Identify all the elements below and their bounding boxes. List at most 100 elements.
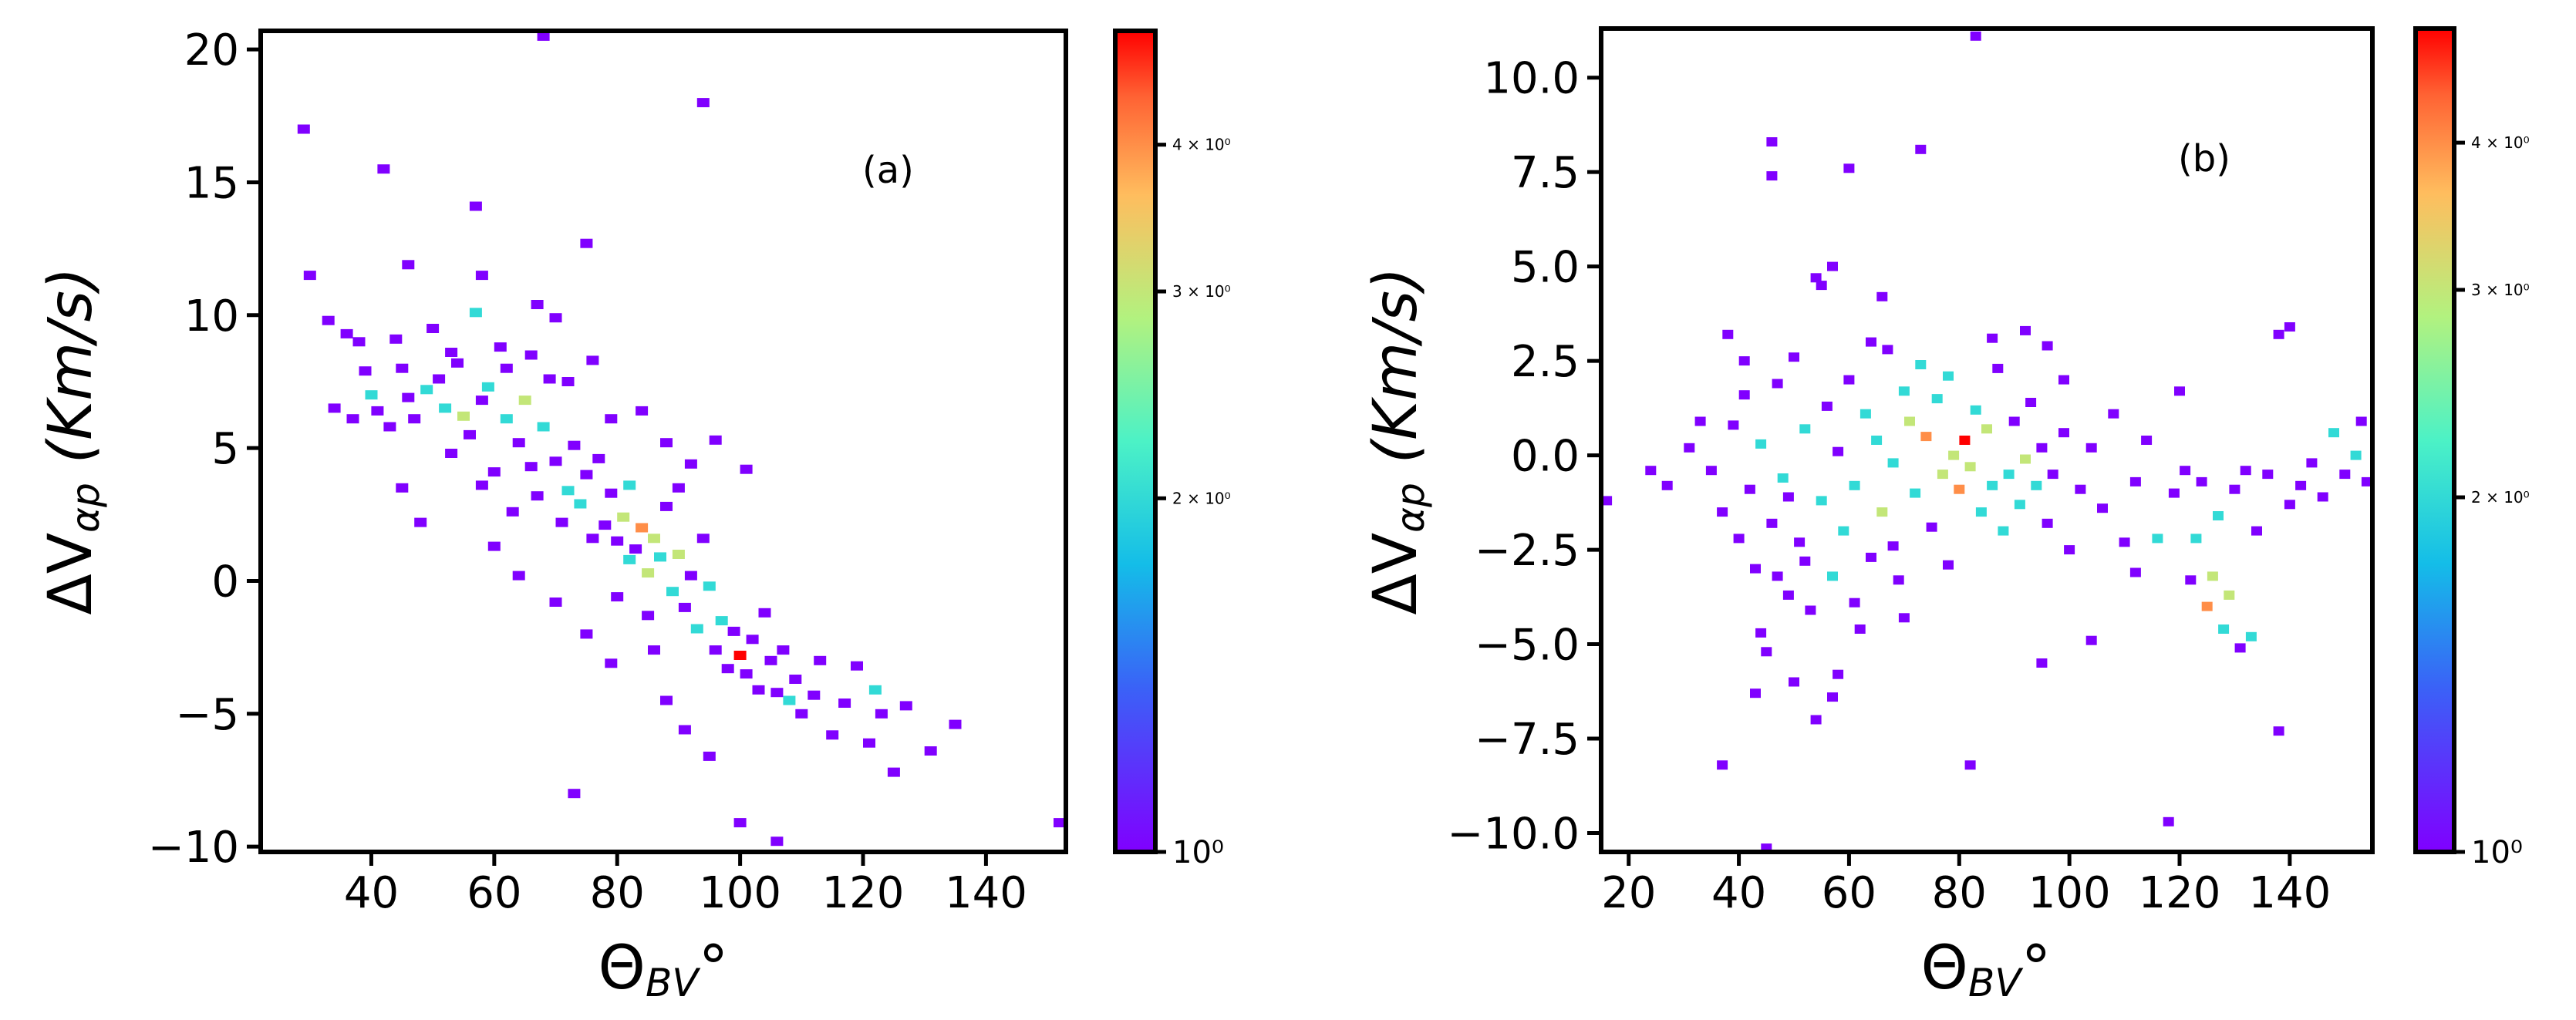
- panel-a-hist-cell: [605, 658, 618, 668]
- panel-a-hist-cell: [439, 403, 452, 413]
- panel-b-hist-cell: [1876, 507, 1888, 517]
- panel-a-hist-cell: [660, 501, 673, 511]
- panel-a-hist-cell: [377, 164, 390, 174]
- panel-a-hist-cell: [561, 486, 575, 496]
- panel-b-hist-cell: [2180, 466, 2191, 476]
- panel-b-hist-cell: [1799, 424, 1811, 434]
- panel-a-hist-cell: [703, 751, 716, 761]
- panel-b-hist-cell: [2328, 428, 2339, 438]
- panel-a-hist-cell: [586, 534, 599, 544]
- panel-a-hist-cell: [636, 406, 649, 416]
- panel-a-hist-cell: [851, 661, 863, 671]
- panel-a-hist-cell: [605, 488, 618, 498]
- panel-b-hist-cell: [2042, 341, 2053, 351]
- panel-b-hist-cell: [1782, 590, 1794, 600]
- panel-b-hist-cell: [1904, 416, 1915, 426]
- panel-a-x-tick-label: 40: [344, 868, 399, 918]
- panel-b-hist-cell: [2163, 816, 2174, 826]
- panel-a-hist-cell: [500, 414, 513, 424]
- panel-b-hist-cell: [2284, 322, 2295, 332]
- panel-a-hist-cell: [727, 626, 740, 636]
- panel-b-y-tick-label: −5.0: [1475, 621, 1580, 671]
- panel-a-hist-cell: [666, 587, 679, 597]
- panel-b-hist-cell: [1871, 436, 1883, 445]
- panel-b-y-tick-label: 10.0: [1483, 54, 1580, 104]
- panel-b-hist-cell: [2031, 480, 2042, 490]
- panel-a-hist-cell: [549, 313, 562, 323]
- panel-b-hist-cell: [1738, 390, 1750, 400]
- panel-a-hist-cell: [746, 635, 759, 645]
- panel-b-y-tick-label: −2.5: [1475, 526, 1580, 576]
- panel-a-hist-cell: [359, 366, 372, 376]
- panel-b-hist-cell: [2129, 476, 2141, 486]
- panel-b-hist-cell: [1970, 405, 1981, 415]
- panel-a-hist-cell: [770, 688, 784, 698]
- panel-a-y-tick-label: −5: [175, 690, 239, 740]
- panel-b-hist-cell: [1964, 760, 1976, 770]
- panel-b-x-axis-label: ΘBV°: [1921, 934, 2052, 1005]
- panel-a-hist-cell: [696, 98, 710, 108]
- panel-a-x-tick-label: 140: [945, 868, 1027, 918]
- panel-b-hist-cell: [2097, 503, 2108, 513]
- panel-b-hist-cell: [1964, 462, 1976, 472]
- panel-a-hist-cell: [420, 385, 433, 395]
- panel-b-hist-cell: [2014, 500, 2025, 510]
- panel-b-hist-cell: [1772, 379, 1783, 389]
- panel-b-colorbar-tick-label: 3 × 10⁰: [2471, 281, 2530, 299]
- panel-b-x-tick-label: 140: [2248, 868, 2331, 918]
- panel-a-hist-cell: [396, 483, 409, 493]
- panel-a-hist-cell: [512, 571, 525, 581]
- panel-a-hist-cell: [512, 438, 525, 448]
- panel-a-x-ticks: 40 60 80 100 120 140: [344, 852, 1027, 918]
- panel-b-hist-cell: [1882, 345, 1893, 355]
- panel-a-hist-cell: [592, 453, 605, 463]
- panel-b-hist-cell: [2020, 454, 2031, 464]
- panel-a-hist-cell: [789, 675, 802, 684]
- panel-a-hist-cell: [696, 534, 710, 544]
- panel-b-hist-cell: [1854, 624, 1866, 634]
- panel-b-hist-cell: [1915, 360, 1927, 369]
- panel-a-hist-cell: [494, 342, 507, 352]
- panel-b-hist-cell: [1733, 534, 1745, 544]
- panel-a-hist-cell: [297, 124, 310, 134]
- panel-a-hist-cell: [740, 669, 753, 679]
- panel-a-colorbar-tick-label: 3 × 10⁰: [1172, 282, 1231, 301]
- panel-a-histogram-cells: [297, 31, 1066, 847]
- panel-b-x-tick-label: 100: [2028, 868, 2111, 918]
- panel-b-y-tick-label: −10.0: [1447, 810, 1580, 860]
- panel-b-hist-cell: [1992, 363, 2004, 373]
- panel-a-hist-cell: [648, 645, 660, 655]
- panel-a-hist-cell: [445, 449, 458, 458]
- panel-a-y-tick-label: 10: [184, 291, 239, 342]
- panel-a-hist-cell: [457, 411, 470, 421]
- panel-a-hist-cell: [721, 664, 734, 674]
- panel-a-hist-cell: [814, 655, 827, 665]
- panel-b-hist-cell: [2020, 325, 2031, 335]
- panel-a-hist-cell: [887, 767, 900, 777]
- panel-a-colorbar-tick-label: 2 × 10⁰: [1172, 489, 1231, 507]
- panel-b-hist-cell: [2047, 470, 2058, 480]
- panel-b-hist-cell: [1926, 522, 1937, 532]
- panel-b-y-axis-label: ΔVαp (Km/s): [1361, 267, 1433, 614]
- panel-b-plot-frame: [1599, 26, 2375, 854]
- panel-b-hist-cell: [1887, 541, 1899, 551]
- panel-a-label: (a): [862, 149, 914, 192]
- panel-b-hist-cell: [2229, 484, 2241, 494]
- panel-b-hist-cell: [1684, 443, 1695, 453]
- panel-a-hist-cell: [678, 602, 691, 612]
- panel-a-hist-cell: [506, 507, 519, 517]
- panel-b-hist-cell: [2085, 635, 2097, 645]
- panel-b-hist-cell: [1816, 281, 1827, 291]
- panel-b-histogram-cells: [1601, 31, 2372, 853]
- panel-a-hist-cell: [365, 390, 378, 400]
- panel-a-hist-cell: [684, 459, 697, 469]
- panel-a-hist-cell: [648, 534, 660, 544]
- panel-a-hist-cell: [568, 789, 581, 799]
- panel-b-hist-cell: [1998, 526, 2009, 536]
- panel-b-hist-cell: [1805, 605, 1816, 615]
- panel-b-hist-cell: [2306, 458, 2318, 468]
- panel-a-hist-cell: [383, 422, 396, 432]
- panel-b-y-tick-label: 2.5: [1511, 337, 1580, 387]
- panel-a-hist-cell: [611, 536, 624, 546]
- panel-a-hist-cell: [433, 374, 446, 384]
